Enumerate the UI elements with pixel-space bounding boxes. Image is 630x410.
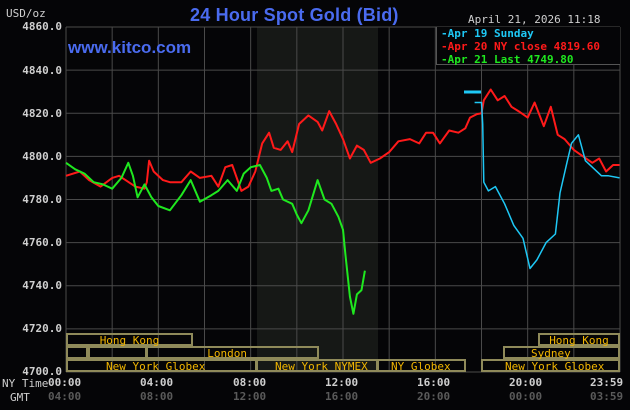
legend-item-apr19: -Apr 19 Sunday (441, 27, 620, 40)
y-tick: 4860.0 (22, 20, 62, 33)
session-ny-nymex: New York NYMEX (256, 359, 378, 372)
chart-datetime: April 21, 2026 11:18 (468, 13, 601, 26)
session-london: London (146, 346, 319, 359)
grid-lines (65, 26, 621, 373)
session-bar-segment (88, 346, 147, 359)
x-tick-gmt: 20:00 (417, 390, 451, 403)
x-tick-ny: 16:00 (417, 376, 451, 389)
y-axis-unit: USD/oz (6, 7, 46, 20)
session-hong-kong: Hong Kong (66, 333, 193, 346)
legend-label: Apr 21 Last 4749.80 (447, 53, 574, 66)
y-tick: 4740.0 (22, 279, 62, 292)
series-line-apr-20-ny-close-4819-60 (65, 88, 620, 192)
kitco-watermark: www.kitco.com (68, 38, 192, 57)
x-tick-ny: 08:00 (233, 376, 267, 389)
series-line-apr-19-sunday (474, 101, 620, 270)
legend-swatch-icon: - (441, 40, 448, 53)
x-tick-ny: 00:00 (48, 376, 82, 389)
y-tick: 4760.0 (22, 236, 62, 249)
legend-label: Apr 20 NY close 4819.60 (447, 40, 600, 53)
chart-legend: -Apr 19 Sunday -Apr 20 NY close 4819.60 … (436, 27, 620, 66)
x-tick-ny: 12:00 (325, 376, 359, 389)
session-ny-globex: New York Globex (66, 359, 257, 372)
session-ny-globex-late: NY Globex (377, 359, 466, 372)
x-tick-gmt: 16:00 (325, 390, 359, 403)
legend-swatch-icon: - (441, 53, 448, 66)
y-tick: 4840.0 (22, 64, 62, 77)
y-tick: 4780.0 (22, 193, 62, 206)
gmt-label: GMT (10, 391, 30, 404)
legend-item-apr21: -Apr 21 Last 4749.80 (441, 53, 620, 66)
x-tick-ny: 20:00 (509, 376, 543, 389)
x-tick-gmt: 12:00 (233, 390, 267, 403)
x-tick-ny: 23:59 (590, 376, 624, 389)
x-tick-gmt: 04:00 (48, 390, 82, 403)
session-hong-kong-next: Hong Kong (538, 333, 620, 346)
legend-label: Apr 19 Sunday (447, 27, 534, 40)
session-sydney: Sydney (503, 346, 620, 359)
session-bar-segment (66, 346, 88, 359)
session-ny-globex-next: New York Globex (481, 359, 620, 372)
y-tick: 4820.0 (22, 107, 62, 120)
legend-item-apr20: -Apr 20 NY close 4819.60 (441, 40, 620, 53)
ny-time-label: NY Time (2, 377, 49, 390)
x-tick-gmt: 08:00 (140, 390, 174, 403)
x-tick-gmt: 00:00 (509, 390, 543, 403)
y-tick: 4720.0 (22, 322, 62, 335)
series-group (65, 88, 620, 315)
chart-title: 24 Hour Spot Gold (Bid) (190, 5, 399, 25)
x-tick-ny: 04:00 (140, 376, 174, 389)
legend-swatch-icon: - (441, 27, 448, 40)
x-tick-gmt: 03:59 (590, 390, 624, 403)
series-line-apr-21-last-4749-80 (65, 161, 366, 315)
y-tick: 4800.0 (22, 150, 62, 163)
y-tick: 4700.0 (22, 365, 62, 378)
